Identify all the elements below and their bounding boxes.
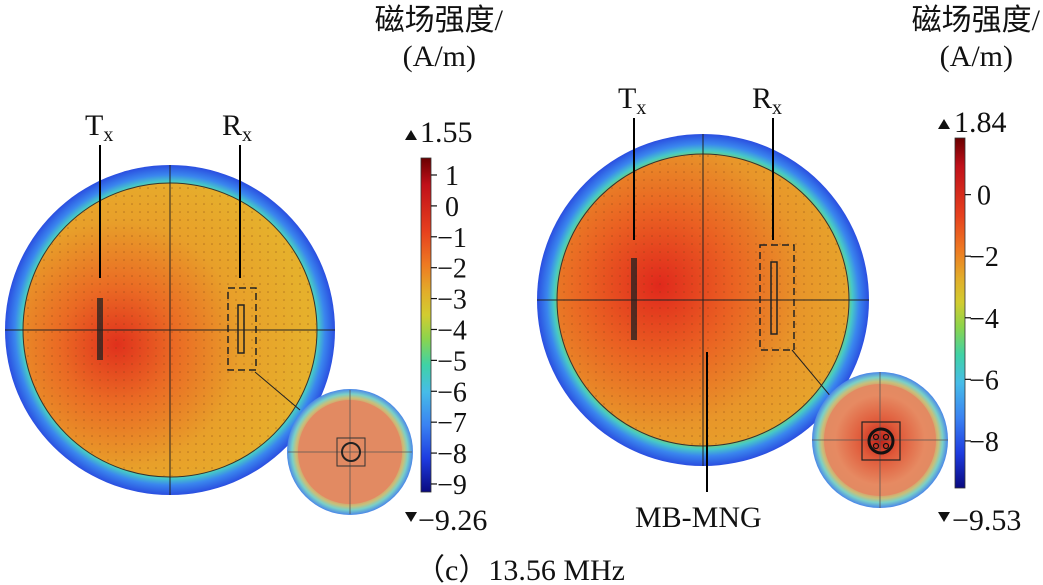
right-unit-title: 磁场强度/ bbox=[912, 4, 1041, 37]
right-colorbar-tick-label: −6 bbox=[969, 365, 999, 396]
right-colorbar-tick-label: −4 bbox=[969, 304, 999, 335]
left-tx-label: Tx bbox=[85, 109, 113, 146]
right-max-label: 1.84 bbox=[954, 106, 1007, 139]
left-max-label: 1.55 bbox=[420, 116, 473, 149]
right-zoom-pointer bbox=[791, 349, 833, 399]
left-colorbar-tick-label: −7 bbox=[437, 408, 467, 439]
left-colorbar-ticks: 10−1−2−3−4−5−6−7−8−9 bbox=[431, 161, 467, 501]
left-unit: (A/m) bbox=[403, 40, 476, 73]
left-colorbar-tick-label: −6 bbox=[437, 377, 467, 408]
left-zoom-pointer bbox=[254, 371, 301, 411]
right-colorbar-tick-label: 0 bbox=[977, 181, 991, 212]
left-rx-dashed-box bbox=[227, 287, 257, 371]
left-unit-title: 磁场强度/ bbox=[375, 4, 504, 37]
left-colorbar-tick-label: 0 bbox=[445, 192, 459, 223]
left-colorbar-tick-label: −2 bbox=[437, 254, 467, 285]
right-rx-label: Rx bbox=[752, 82, 782, 119]
left-max-triangle-icon bbox=[405, 130, 417, 140]
left-colorbar-tick-label: −9 bbox=[437, 470, 467, 501]
left-panel: Tx Rx bbox=[5, 109, 413, 515]
left-inset-rx-ring bbox=[341, 442, 361, 462]
left-colorbar-tick-label: −1 bbox=[437, 223, 467, 254]
left-tx-coil bbox=[97, 298, 103, 360]
left-colorbar-tick-label: −3 bbox=[437, 285, 467, 316]
right-unit: (A/m) bbox=[940, 40, 1013, 73]
left-colorbar-tick-label: −8 bbox=[437, 439, 467, 470]
left-inset-square bbox=[336, 437, 366, 467]
left-min-triangle-icon bbox=[405, 512, 417, 522]
right-colorbar: 1.84 −9.53 0 −2 −4 −6 −8 bbox=[938, 106, 1021, 537]
figure-caption: （c）13.56 MHz bbox=[415, 554, 625, 585]
right-inset-square bbox=[861, 421, 901, 461]
right-colorbar-ticks: 0 −2 −4 −6 −8 bbox=[965, 181, 999, 458]
right-tx-label: Tx bbox=[618, 82, 646, 119]
left-colorbar: 1.55 −9.26 10−1−2−3−4−5−6−7−8−9 bbox=[405, 116, 487, 537]
left-colorbar-tick-label: −4 bbox=[437, 315, 467, 346]
left-rx-coil bbox=[237, 304, 245, 354]
right-max-triangle-icon bbox=[938, 119, 950, 129]
left-rx-label: Rx bbox=[222, 109, 252, 146]
right-tx-coil bbox=[631, 258, 637, 340]
right-rx-dashed-box bbox=[759, 244, 795, 351]
right-inset-rx-ring bbox=[867, 427, 895, 455]
right-colorbar-tick-label: −2 bbox=[969, 242, 999, 273]
left-colorbar-tick-label: −5 bbox=[437, 346, 467, 377]
left-colorbar-tick-label: 1 bbox=[445, 161, 459, 192]
right-inset-rx-hole-3 bbox=[872, 442, 880, 450]
right-min-label: −9.53 bbox=[952, 504, 1021, 537]
right-material-label: MB-MNG bbox=[635, 501, 762, 534]
left-colorbar-gradient bbox=[420, 157, 432, 493]
right-panel: Tx Rx bbox=[537, 82, 948, 508]
right-min-triangle-icon bbox=[938, 512, 950, 522]
right-colorbar-gradient bbox=[954, 137, 966, 489]
right-inset-rx-hole-4 bbox=[882, 442, 890, 450]
left-min-label: −9.26 bbox=[418, 504, 487, 537]
right-rx-coil bbox=[770, 261, 778, 335]
right-inset-rx-hole-2 bbox=[882, 433, 890, 441]
right-inset-rx-hole-1 bbox=[872, 433, 880, 441]
right-colorbar-tick-label: −8 bbox=[969, 427, 999, 458]
